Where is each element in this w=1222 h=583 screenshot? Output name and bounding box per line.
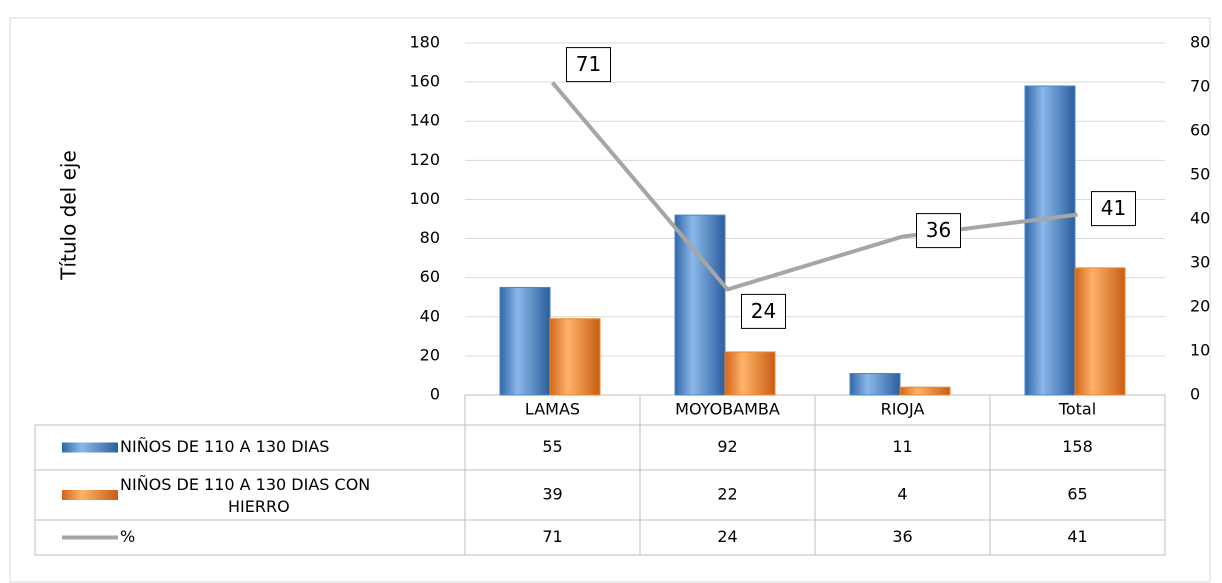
x-tick-label: RIOJA bbox=[881, 400, 925, 419]
y-tick-label: 140 bbox=[409, 111, 440, 130]
data-label-box bbox=[1091, 191, 1136, 227]
data-label: 36 bbox=[926, 218, 951, 242]
y2-tick-label: 0 bbox=[1190, 385, 1200, 404]
y-axis-title: Título del eje bbox=[57, 150, 81, 281]
table-value: 36 bbox=[892, 527, 912, 546]
legend-key bbox=[62, 442, 118, 453]
legend-key bbox=[62, 490, 118, 500]
y-tick-label: 0 bbox=[430, 385, 440, 404]
data-label-box bbox=[741, 293, 786, 329]
bar bbox=[1024, 85, 1076, 396]
y-tick-label: 80 bbox=[420, 228, 440, 247]
bar bbox=[724, 351, 776, 396]
data-label-box bbox=[916, 213, 961, 249]
y2-tick-label: 40 bbox=[1190, 209, 1210, 228]
bar bbox=[899, 386, 951, 396]
data-label: 24 bbox=[751, 299, 776, 323]
table-value: 24 bbox=[717, 527, 737, 546]
bar bbox=[674, 214, 726, 396]
y2-tick-label: 80 bbox=[1190, 33, 1210, 52]
table-value: 158 bbox=[1062, 437, 1093, 456]
y-tick-label: 20 bbox=[420, 345, 440, 364]
chart-border bbox=[9, 17, 1211, 583]
x-tick-label: MOYOBAMBA bbox=[675, 400, 780, 419]
data-label-box bbox=[566, 47, 611, 83]
y-tick-label: 120 bbox=[409, 150, 440, 169]
legend-label: % bbox=[120, 527, 135, 546]
table-value: 11 bbox=[892, 437, 912, 456]
table-value: 65 bbox=[1067, 485, 1087, 504]
y-tick-label: 160 bbox=[409, 72, 440, 91]
y2-tick-label: 70 bbox=[1190, 77, 1210, 96]
y-tick-label: 60 bbox=[420, 267, 440, 286]
table-value: 22 bbox=[717, 485, 737, 504]
table-value: 92 bbox=[717, 437, 737, 456]
table-value: 39 bbox=[542, 485, 562, 504]
y2-tick-label: 50 bbox=[1190, 165, 1210, 184]
table-value: 55 bbox=[542, 437, 562, 456]
bar bbox=[549, 318, 601, 396]
y-tick-label: 40 bbox=[420, 306, 440, 325]
y2-tick-label: 20 bbox=[1190, 297, 1210, 316]
data-label: 41 bbox=[1101, 196, 1126, 220]
legend-label: NIÑOS DE 110 A 130 DIAS bbox=[120, 437, 329, 456]
y2-tick-label: 10 bbox=[1190, 341, 1210, 360]
legend-label: NIÑOS DE 110 A 130 DIAS CON HIERRO bbox=[120, 475, 370, 516]
table-value: 71 bbox=[542, 527, 562, 546]
bar bbox=[849, 372, 901, 396]
table-value: 41 bbox=[1067, 527, 1087, 546]
y2-tick-label: 60 bbox=[1190, 121, 1210, 140]
bar bbox=[499, 286, 551, 396]
line-series bbox=[550, 81, 1078, 292]
x-tick-label: LAMAS bbox=[525, 400, 580, 419]
y-tick-label: 180 bbox=[409, 33, 440, 52]
y2-tick-label: 30 bbox=[1190, 253, 1210, 272]
x-tick-label: Total bbox=[1058, 400, 1096, 419]
y-tick-label: 100 bbox=[409, 189, 440, 208]
data-label: 71 bbox=[576, 52, 601, 76]
table-value: 4 bbox=[897, 485, 907, 504]
bar bbox=[1074, 267, 1126, 396]
